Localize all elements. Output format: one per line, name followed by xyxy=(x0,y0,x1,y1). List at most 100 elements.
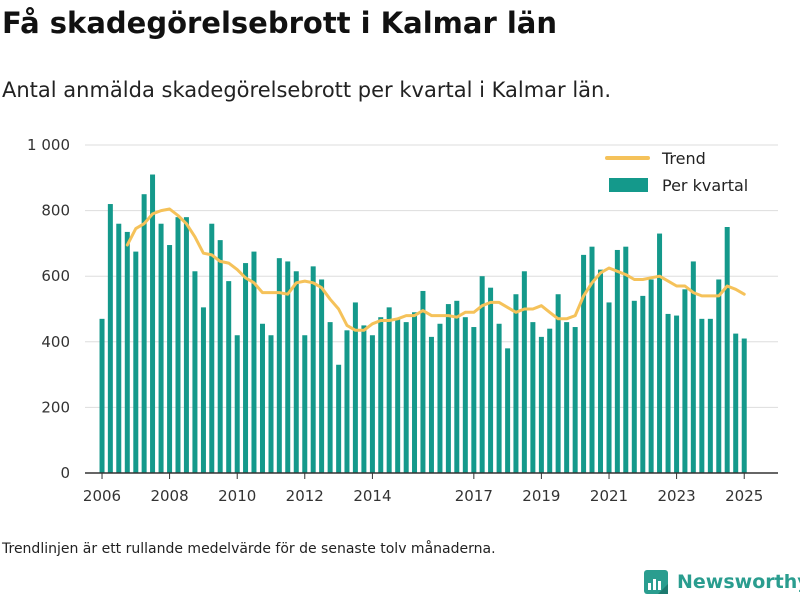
bar xyxy=(378,317,384,473)
bar xyxy=(209,223,215,473)
bar xyxy=(302,335,308,473)
bar xyxy=(555,294,561,473)
chart-subtitle: Antal anmälda skadegörelsebrott per kvar… xyxy=(2,78,612,102)
y-tick-label: 1 000 xyxy=(27,136,70,154)
bar xyxy=(344,330,350,473)
bar xyxy=(538,336,544,473)
x-tick-label: 2021 xyxy=(590,487,628,505)
bar xyxy=(724,227,730,473)
bars-per-kvartal xyxy=(99,174,747,474)
x-tick-label: 2023 xyxy=(657,487,695,505)
bar xyxy=(648,279,654,473)
bar xyxy=(243,263,249,473)
bar xyxy=(226,281,232,473)
x-axis-ticks: 2006 2008 2010 2012 2014 2017 2019 2021 2023 2025 xyxy=(83,473,763,505)
y-tick-label: 600 xyxy=(41,267,70,285)
bar xyxy=(107,204,113,474)
bar xyxy=(327,322,333,473)
bar xyxy=(521,271,527,473)
bar xyxy=(395,318,401,473)
bar xyxy=(623,246,629,473)
bar xyxy=(150,174,156,473)
trend-line xyxy=(125,207,746,332)
bar xyxy=(488,287,494,473)
bar xyxy=(462,317,468,473)
bar xyxy=(167,245,173,473)
x-tick-label: 2012 xyxy=(286,487,324,505)
bar xyxy=(251,251,257,473)
bar xyxy=(369,335,375,473)
bar xyxy=(454,300,460,473)
bar xyxy=(581,254,587,473)
legend: Trend Per kvartal xyxy=(605,149,748,195)
bar xyxy=(547,328,553,473)
bar xyxy=(420,290,426,473)
y-tick-label: 400 xyxy=(41,333,70,351)
x-tick-label: 2008 xyxy=(150,487,188,505)
bar xyxy=(674,315,680,473)
bar xyxy=(175,217,181,473)
bar xyxy=(699,318,705,473)
bar xyxy=(682,289,688,473)
bar xyxy=(319,279,325,473)
bar xyxy=(665,313,671,473)
x-tick-label: 2017 xyxy=(455,487,493,505)
bar xyxy=(158,223,164,473)
y-axis-ticks: 0 200 400 600 800 1 000 xyxy=(27,136,70,482)
bar xyxy=(259,323,265,473)
trend-line-group xyxy=(125,207,746,332)
y-tick-label: 200 xyxy=(41,398,70,416)
bar xyxy=(690,261,696,473)
bar xyxy=(606,302,612,473)
bar xyxy=(530,322,536,473)
y-tick-label: 800 xyxy=(41,202,70,220)
legend-bar-swatch xyxy=(609,178,648,192)
x-tick-label: 2006 xyxy=(83,487,121,505)
bar xyxy=(479,276,485,473)
bar xyxy=(640,295,646,473)
bar xyxy=(310,266,316,473)
bar xyxy=(716,279,722,473)
brand-name: Newsworthy xyxy=(677,571,800,593)
bar xyxy=(564,322,570,473)
bar xyxy=(183,217,189,473)
brand: Newsworthy xyxy=(644,570,800,594)
bar xyxy=(268,335,274,473)
bar xyxy=(217,240,223,473)
legend-trend-label: Trend xyxy=(661,149,706,168)
newsworthy-logo-icon xyxy=(644,570,668,594)
page-title: Få skadegörelsebrott i Kalmar län xyxy=(2,6,558,40)
bar xyxy=(133,251,139,473)
bar xyxy=(141,194,147,473)
bar xyxy=(116,223,122,473)
bar xyxy=(505,348,511,473)
bar xyxy=(285,261,291,473)
bar xyxy=(234,335,240,473)
x-tick-label: 2014 xyxy=(353,487,391,505)
bar xyxy=(336,364,342,473)
bar xyxy=(403,322,409,473)
bar xyxy=(124,231,130,473)
bar xyxy=(445,304,451,473)
bar xyxy=(361,325,367,473)
bar xyxy=(657,233,663,473)
bar xyxy=(572,327,578,473)
bar xyxy=(496,323,502,473)
bar xyxy=(352,302,358,473)
bar xyxy=(707,318,713,473)
bar xyxy=(276,258,282,473)
bar xyxy=(598,269,604,473)
bar xyxy=(99,318,105,473)
bar xyxy=(741,338,747,473)
y-tick-label: 0 xyxy=(60,464,70,482)
bar xyxy=(631,300,637,473)
bar xyxy=(589,246,595,473)
bar xyxy=(293,271,299,473)
bar xyxy=(733,333,739,473)
legend-bar-label: Per kvartal xyxy=(662,176,748,195)
bar xyxy=(471,327,477,473)
x-tick-label: 2025 xyxy=(725,487,763,505)
bar xyxy=(428,336,434,473)
bar xyxy=(513,294,519,473)
